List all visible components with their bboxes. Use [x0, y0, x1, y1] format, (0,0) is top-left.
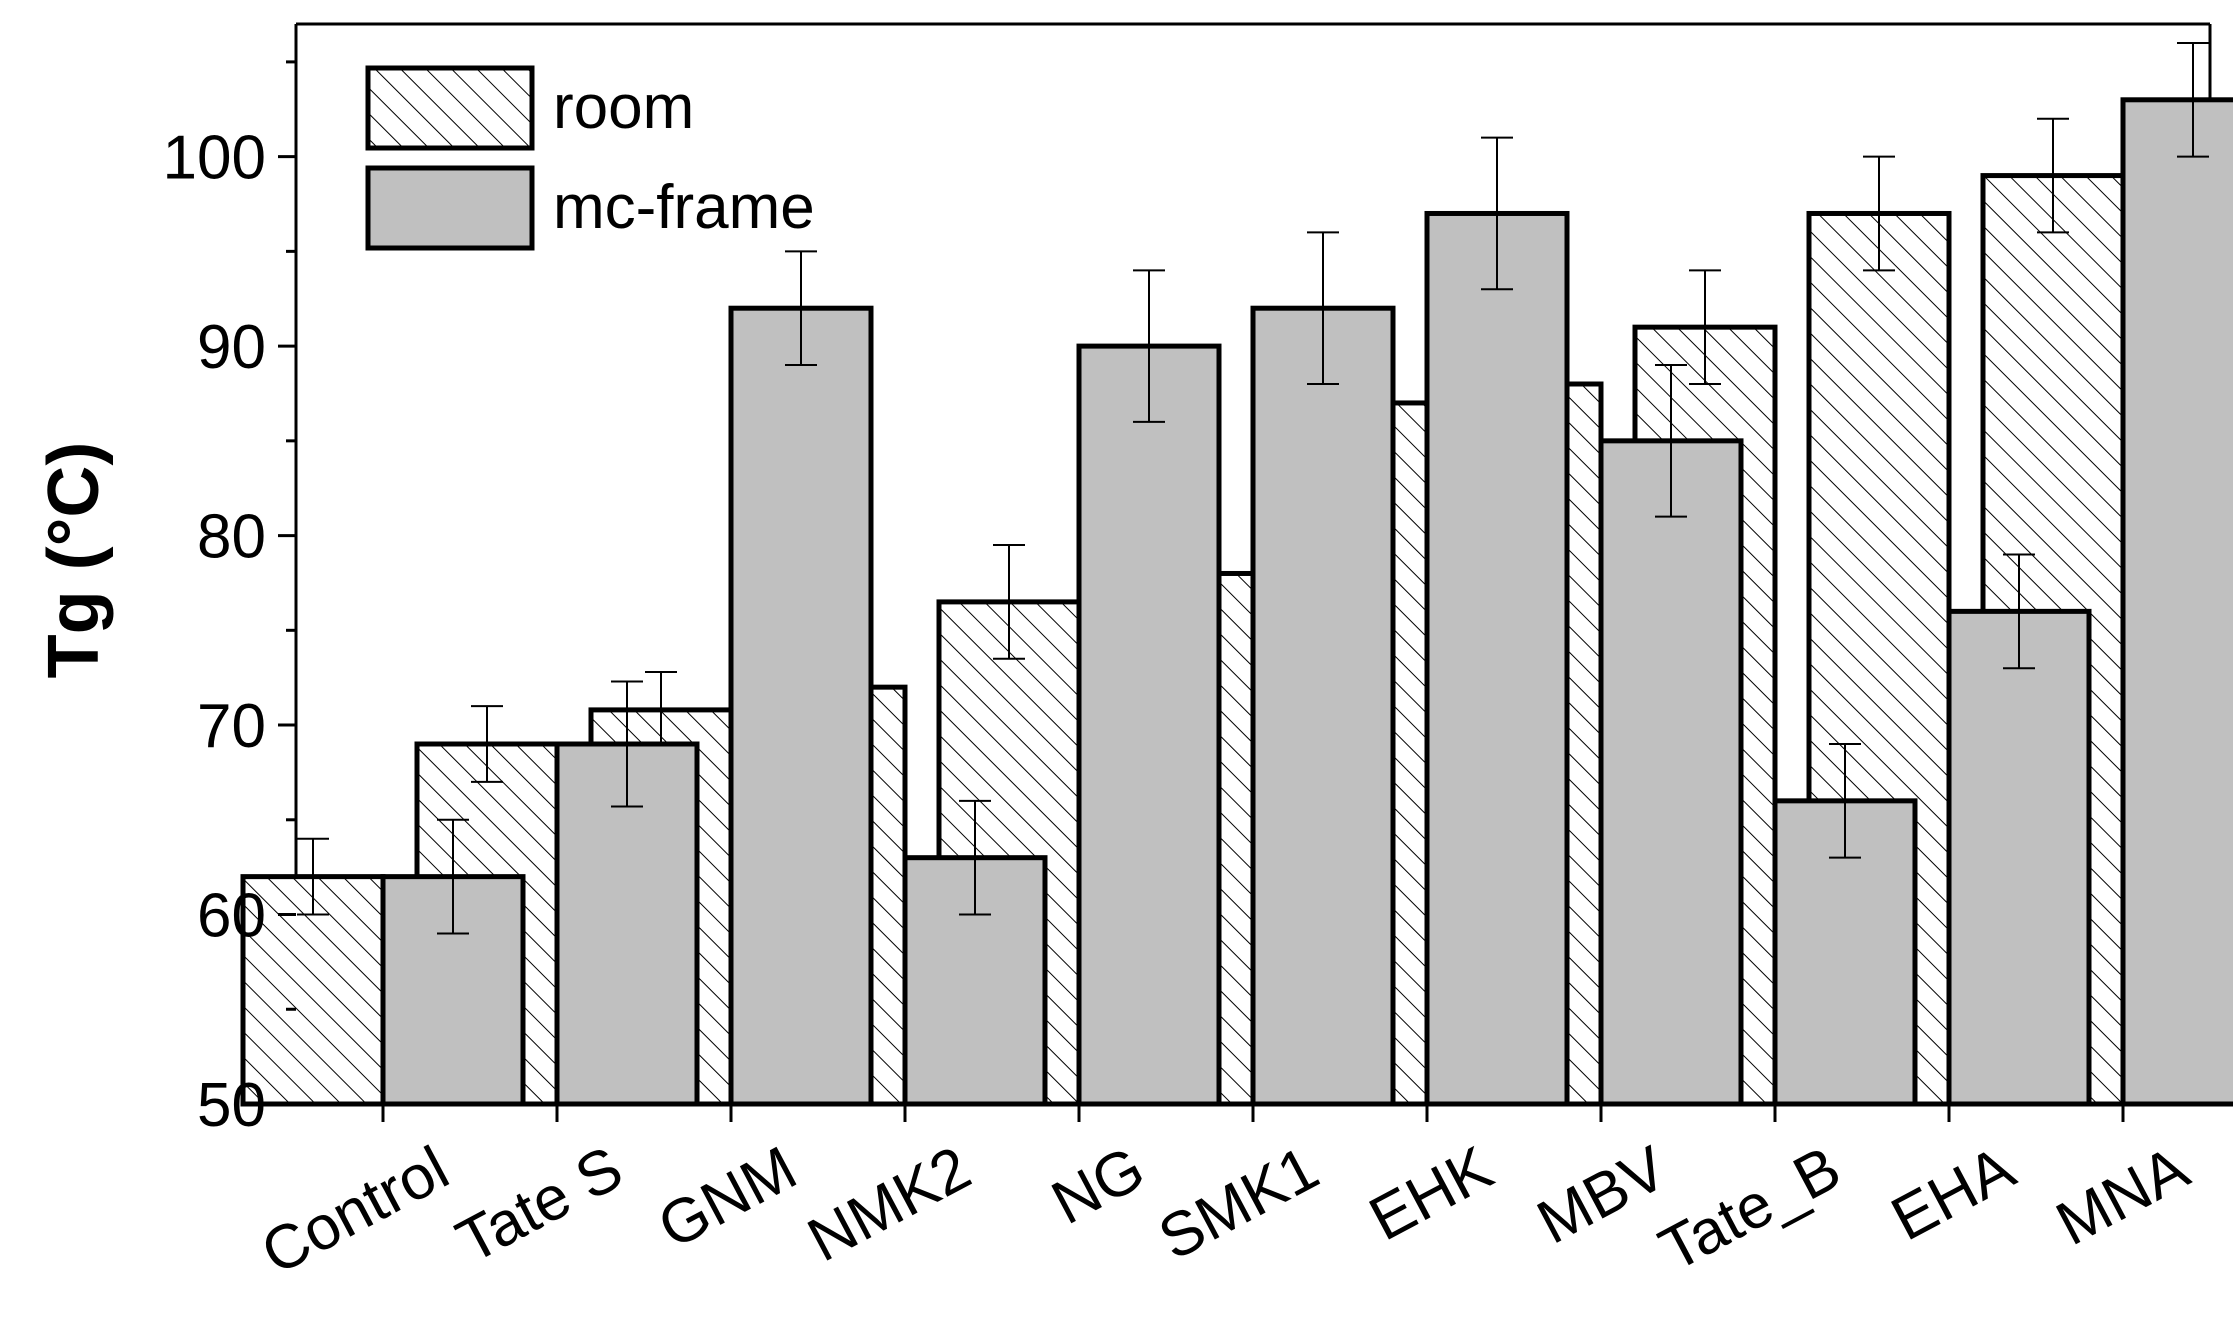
y-axis-label: Tg (°C)	[34, 442, 114, 679]
legend-label-room: room	[553, 73, 694, 142]
bar-mc-frame-SMK1	[1250, 305, 1396, 1107]
bar-mc-frame-EHA	[1946, 608, 2092, 1107]
error-bar-room-EHA	[1863, 155, 1895, 272]
x-tick-label-EHA: EHA	[1881, 1133, 2027, 1254]
x-tick-label-NMK2: NMK2	[797, 1133, 981, 1275]
x-tick-label-GNM: GNM	[647, 1133, 807, 1262]
bar-mc-frame-EHK	[1424, 210, 1570, 1107]
x-tick-label-MNA: MNA	[2046, 1133, 2201, 1259]
error-bar-room-Tate_B	[1689, 269, 1721, 385]
x-tick-label-Tate S: Tate S	[446, 1133, 634, 1276]
x-tick-label-EHK: EHK	[1359, 1133, 1504, 1254]
legend: room mc-frame	[365, 65, 815, 251]
legend-label-mc-frame: mc-frame	[553, 173, 815, 242]
error-bar-mc-frame-EHA	[2003, 553, 2035, 670]
y-tick-label-70: 70	[197, 692, 266, 761]
y-tick-label-90: 90	[197, 313, 266, 382]
error-bar-mc-frame-NG	[1133, 269, 1165, 423]
error-bar-mc-frame-MNA	[2177, 41, 2209, 158]
y-tick-label-100: 100	[163, 124, 266, 193]
error-bar-mc-frame-SMK1	[1307, 231, 1339, 385]
x-tick-label-Control: Control	[251, 1133, 460, 1288]
error-bar-mc-frame-GNM	[785, 250, 817, 367]
bars	[240, 41, 2233, 1107]
error-bar-room-NG	[993, 544, 1025, 660]
bar-mc-frame-NG	[1076, 343, 1222, 1107]
bar-mc-frame-MBV	[1598, 438, 1744, 1107]
error-bar-mc-frame-EHK	[1481, 136, 1513, 291]
y-axis: 50 60 70 80 90 100	[163, 60, 296, 1140]
y-tick-label-60: 60	[197, 882, 266, 951]
error-bar-mc-frame-Tate S	[611, 680, 643, 808]
x-tick-label-Tate_B: Tate_B	[1649, 1133, 1852, 1285]
y-tick-label-80: 80	[197, 503, 266, 572]
error-bar-room-Control	[297, 837, 329, 916]
legend-swatch-room	[365, 65, 535, 151]
error-bar-room-MNA	[2037, 117, 2069, 234]
x-tick-label-MBV: MBV	[1527, 1133, 1679, 1257]
x-tick-label-SMK1: SMK1	[1148, 1133, 1329, 1273]
error-bar-mc-frame-Tate_B	[1829, 743, 1861, 859]
x-tick-label-NG: NG	[1041, 1133, 1156, 1238]
y-tick-label-50: 50	[197, 1071, 266, 1140]
bar-mc-frame-MNA	[2120, 97, 2233, 1107]
error-bar-mc-frame-Control	[437, 818, 469, 935]
bar-mc-frame-GNM	[728, 305, 874, 1107]
error-bar-mc-frame-MBV	[1655, 364, 1687, 518]
legend-swatch-mc-frame	[365, 165, 535, 251]
error-bar-mc-frame-NMK2	[959, 799, 991, 916]
error-bar-room-Tate S	[471, 705, 503, 783]
